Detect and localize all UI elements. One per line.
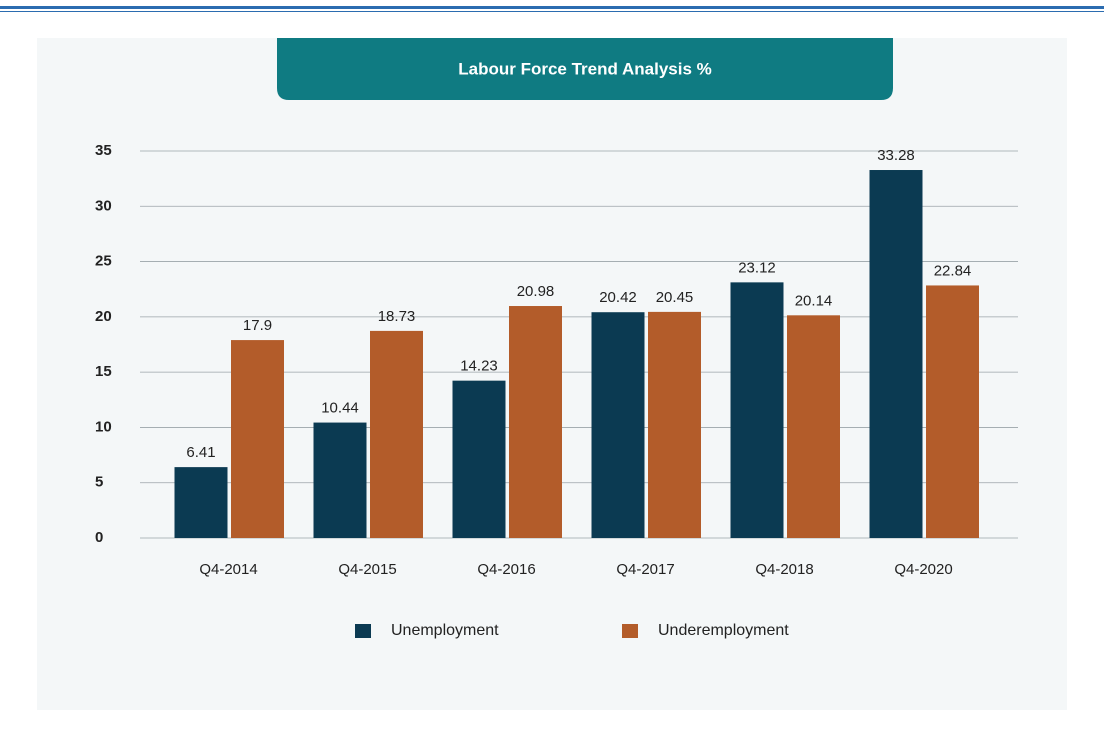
value-label: 20.45 — [656, 289, 694, 306]
title-tab — [277, 38, 893, 100]
y-tick-label: 0 — [95, 529, 103, 546]
x-tick-label: Q4-2020 — [894, 561, 952, 578]
bar — [648, 311, 701, 538]
chart-title: Labour Force Trend Analysis % — [458, 59, 712, 78]
bar — [869, 170, 923, 538]
bar — [787, 315, 840, 538]
x-tick-label: Q4-2014 — [199, 561, 257, 578]
legend-swatch — [622, 624, 638, 638]
bar — [926, 285, 979, 538]
y-tick-label: 25 — [95, 253, 112, 270]
bar — [231, 340, 284, 538]
bar — [452, 380, 506, 538]
bar — [313, 422, 367, 538]
y-tick-label: 20 — [95, 308, 112, 325]
top-rule — [0, 6, 1104, 9]
bar — [730, 282, 784, 538]
value-label: 18.73 — [378, 308, 416, 325]
top-rule-thin — [0, 11, 1104, 12]
x-tick-label: Q4-2016 — [477, 561, 535, 578]
value-label: 33.28 — [877, 147, 915, 164]
x-tick-label: Q4-2017 — [616, 561, 674, 578]
value-label: 20.14 — [795, 292, 833, 309]
bar — [174, 467, 228, 538]
y-tick-label: 30 — [95, 197, 112, 214]
value-label: 22.84 — [934, 262, 972, 279]
value-label: 23.12 — [738, 259, 776, 276]
value-label: 17.9 — [243, 317, 272, 334]
legend-swatch — [355, 624, 371, 638]
legend-label: Underemployment — [658, 622, 789, 639]
value-label: 20.42 — [599, 289, 637, 306]
value-label: 14.23 — [460, 358, 498, 375]
legend-label: Unemployment — [391, 622, 499, 639]
value-label: 20.98 — [517, 283, 555, 300]
x-tick-label: Q4-2018 — [755, 561, 813, 578]
value-label: 10.44 — [321, 400, 359, 417]
bar — [591, 312, 645, 538]
x-tick-label: Q4-2015 — [338, 561, 396, 578]
value-label: 6.41 — [186, 444, 215, 461]
y-tick-label: 10 — [95, 418, 112, 435]
y-tick-label: 15 — [95, 363, 112, 380]
bar — [509, 306, 562, 538]
y-tick-label: 5 — [95, 474, 103, 491]
bar — [370, 330, 423, 538]
y-tick-label: 35 — [95, 142, 112, 159]
